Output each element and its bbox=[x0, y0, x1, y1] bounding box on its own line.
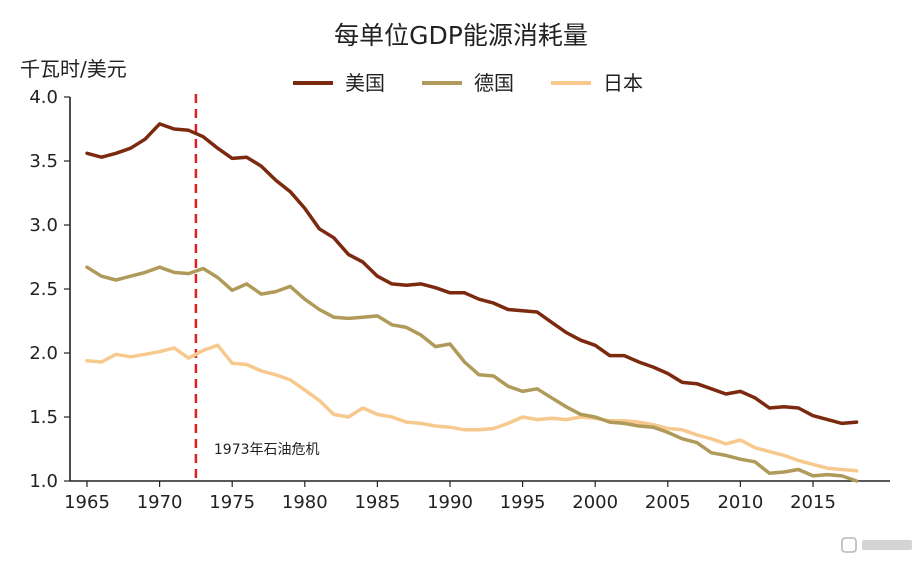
x-tick-label: 1975 bbox=[209, 492, 255, 513]
x-tick-label: 1970 bbox=[137, 492, 183, 513]
chart-title: 每单位GDP能源消耗量 bbox=[334, 21, 588, 50]
y-tick-label: 2.5 bbox=[29, 279, 58, 300]
y-tick-label: 3.0 bbox=[29, 215, 58, 236]
legend-item-japan: 日本 bbox=[551, 71, 643, 95]
legend-label-germany: 德国 bbox=[474, 71, 514, 95]
x-tick-label: 2005 bbox=[645, 492, 691, 513]
y-axis-ticks: 4.0 3.5 3.0 2.5 2.0 1.5 1.0 bbox=[29, 87, 70, 492]
x-tick-label: 1985 bbox=[354, 492, 400, 513]
legend-item-germany: 德国 bbox=[422, 71, 514, 95]
y-axis-unit-label: 千瓦时/美元 bbox=[20, 57, 127, 81]
x-axis-ticks: 1965 1970 1975 1980 1985 1990 1995 2000 2005 2010… bbox=[64, 481, 836, 513]
oil-crisis-annotation: 1973年石油危机 bbox=[214, 442, 320, 458]
x-tick-label: 1980 bbox=[282, 492, 328, 513]
y-tick-label: 1.0 bbox=[29, 471, 58, 492]
x-tick-label: 2000 bbox=[572, 492, 618, 513]
watermark-logo-bar bbox=[862, 540, 912, 550]
series-line-germany bbox=[85, 265, 859, 483]
x-axis: 1965 1970 1975 1980 1985 1990 1995 2000 2005 2010… bbox=[64, 480, 890, 513]
legend: 美国 德国 日本 bbox=[293, 71, 643, 95]
series-line-japan bbox=[85, 343, 859, 473]
x-tick-label: 1995 bbox=[500, 492, 546, 513]
x-tick-label: 2010 bbox=[717, 492, 763, 513]
legend-label-japan: 日本 bbox=[603, 71, 643, 95]
y-tick-label: 4.0 bbox=[29, 87, 58, 108]
y-axis: 4.0 3.5 3.0 2.5 2.0 1.5 1.0 bbox=[29, 87, 71, 492]
y-tick-label: 2.0 bbox=[29, 343, 58, 364]
series-lines bbox=[85, 122, 859, 483]
x-tick-label: 2015 bbox=[790, 492, 836, 513]
series-line-usa bbox=[85, 122, 859, 426]
y-tick-label: 3.5 bbox=[29, 151, 58, 172]
legend-label-usa: 美国 bbox=[345, 71, 385, 95]
x-tick-label: 1965 bbox=[64, 492, 110, 513]
x-tick-label: 1990 bbox=[427, 492, 473, 513]
legend-item-usa: 美国 bbox=[293, 71, 385, 95]
watermark-logo bbox=[841, 537, 912, 553]
y-tick-label: 1.5 bbox=[29, 407, 58, 428]
watermark-logo-mark bbox=[841, 537, 857, 553]
